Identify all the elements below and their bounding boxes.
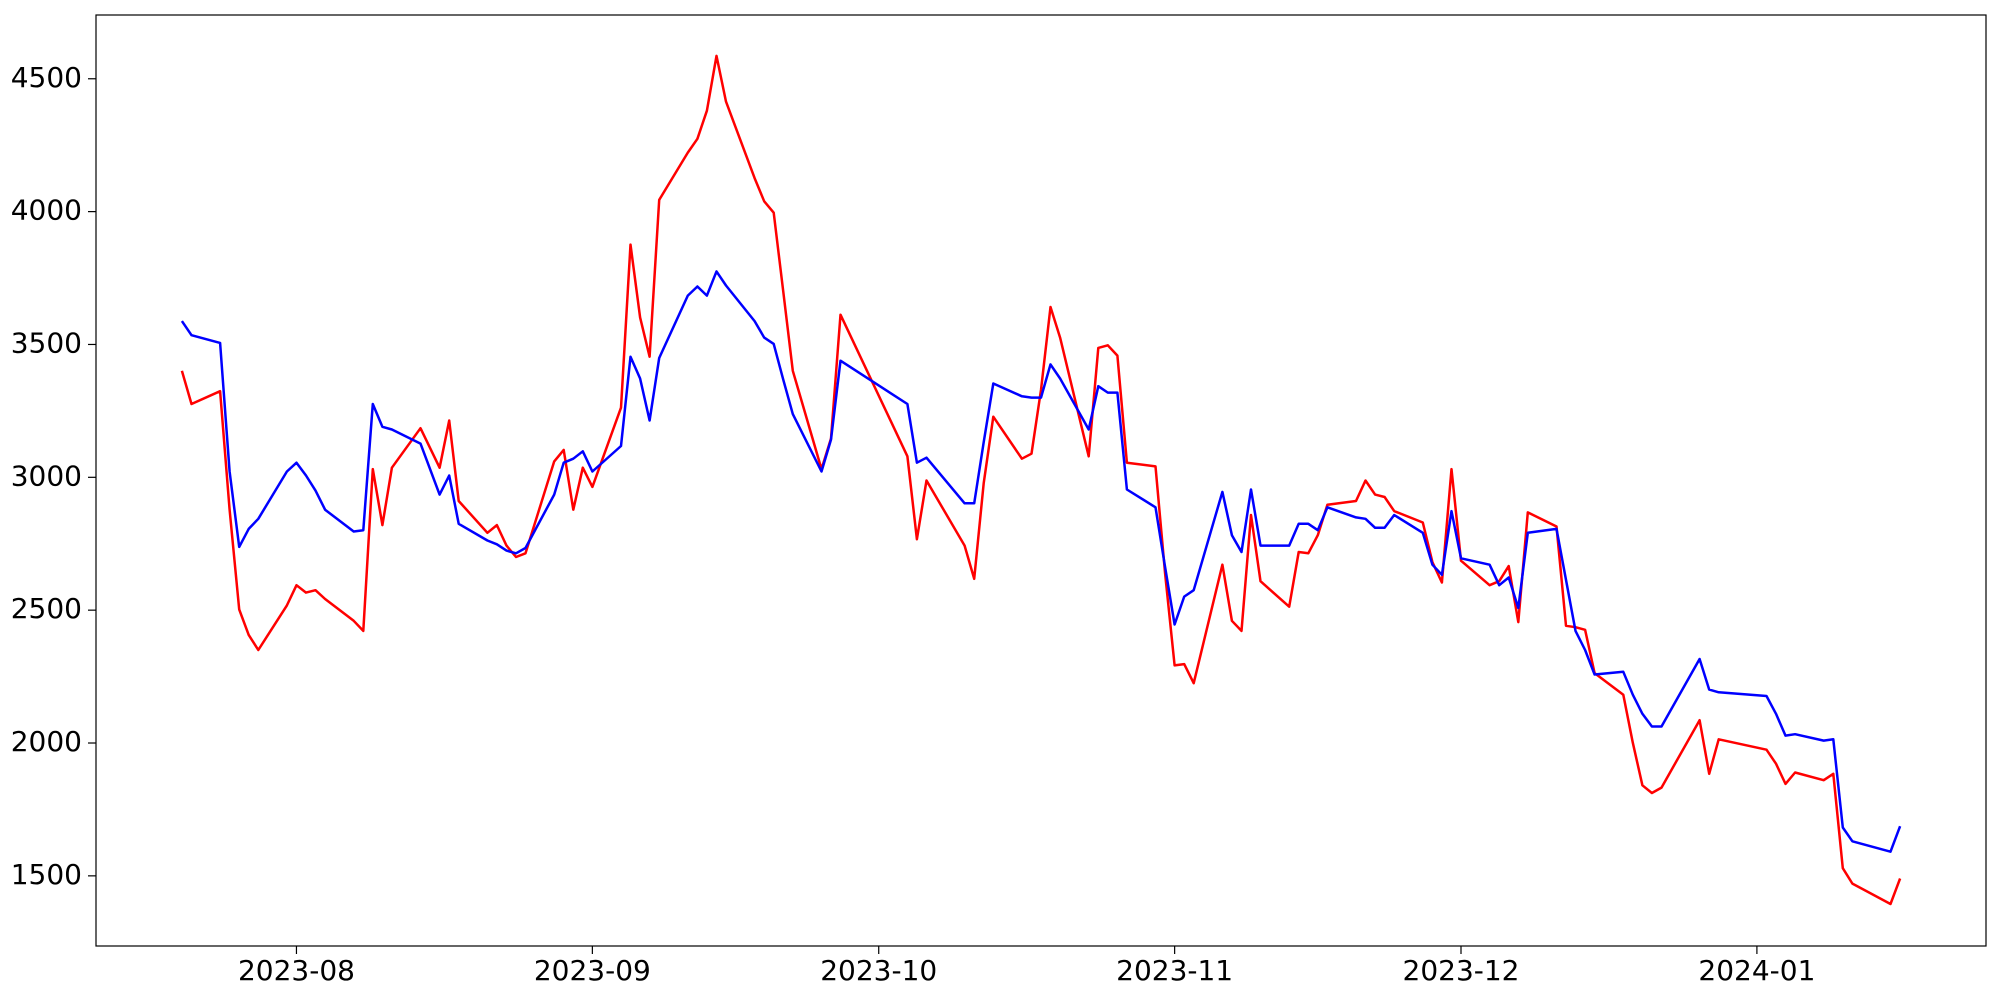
y-tick-label: 2500 — [11, 592, 82, 625]
y-tick-label: 2000 — [11, 725, 82, 758]
y-tick-label: 4000 — [11, 194, 82, 227]
x-tick-label: 2024-01 — [1698, 954, 1815, 987]
x-tick-label: 2023-11 — [1116, 954, 1233, 987]
series-line — [180, 270, 1902, 853]
x-tick-label: 2023-08 — [238, 954, 355, 987]
y-tick-label: 4500 — [11, 61, 82, 94]
x-tick-label: 2023-12 — [1403, 954, 1520, 987]
y-tick-label: 3500 — [11, 326, 82, 359]
y-tick-label: 3000 — [11, 459, 82, 492]
x-tick-label: 2023-10 — [820, 954, 937, 987]
plot-frame — [95, 14, 1987, 947]
y-tick-label: 1500 — [11, 858, 82, 891]
x-tick-label: 2023-09 — [534, 954, 651, 987]
series-line — [180, 54, 1902, 906]
